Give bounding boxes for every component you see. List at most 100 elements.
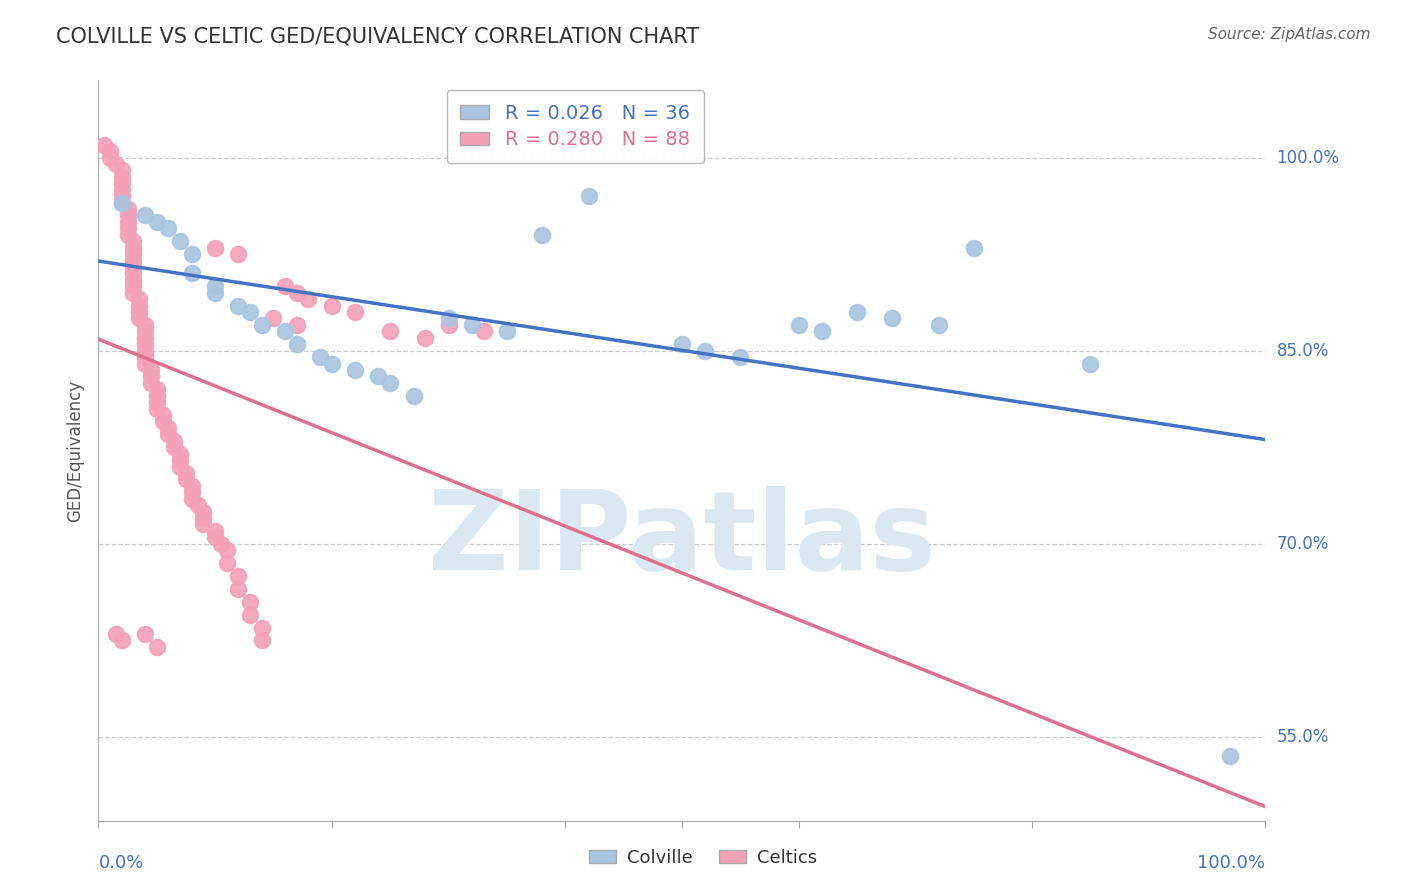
Point [122, 279, 145, 293]
Y-axis label: GED/Equivalency: GED/Equivalency [66, 379, 84, 522]
Text: 85.0%: 85.0% [1277, 342, 1329, 359]
Point [104, 157, 127, 171]
Point [128, 311, 150, 326]
Point [204, 530, 226, 544]
Point [228, 247, 250, 261]
Point [146, 382, 169, 396]
Point [215, 543, 238, 558]
Text: ZIPatlas: ZIPatlas [427, 486, 936, 593]
Point [146, 395, 169, 409]
Point [297, 292, 319, 306]
Point [174, 472, 197, 486]
Point [122, 247, 145, 261]
Point [157, 421, 180, 435]
Point [134, 324, 156, 338]
Point [228, 582, 250, 596]
Point [180, 247, 202, 261]
Point [787, 318, 810, 332]
Point [128, 292, 150, 306]
Point [695, 343, 717, 358]
Point [134, 337, 156, 351]
Text: 0.0%: 0.0% [98, 854, 143, 872]
Legend: Colville, Celtics: Colville, Celtics [582, 842, 824, 874]
Text: 100.0%: 100.0% [1277, 149, 1340, 167]
Point [122, 241, 145, 255]
Point [285, 337, 308, 351]
Point [578, 189, 600, 203]
Point [139, 369, 162, 384]
Point [413, 331, 436, 345]
Point [204, 279, 226, 293]
Point [880, 311, 903, 326]
Point [193, 517, 215, 532]
Point [530, 227, 553, 242]
Text: Source: ZipAtlas.com: Source: ZipAtlas.com [1208, 27, 1371, 42]
Point [928, 318, 950, 332]
Point [193, 511, 215, 525]
Point [204, 285, 226, 300]
Point [180, 479, 202, 493]
Point [344, 305, 367, 319]
Point [811, 324, 834, 338]
Point [157, 221, 180, 235]
Point [285, 318, 308, 332]
Point [134, 343, 156, 358]
Point [122, 267, 145, 281]
Point [962, 241, 984, 255]
Point [169, 459, 191, 474]
Point [117, 215, 139, 229]
Point [250, 633, 273, 648]
Point [104, 627, 127, 641]
Point [122, 285, 145, 300]
Point [204, 524, 226, 538]
Point [174, 466, 197, 480]
Point [380, 376, 402, 390]
Point [139, 376, 162, 390]
Point [187, 498, 209, 512]
Point [128, 305, 150, 319]
Point [111, 189, 134, 203]
Point [117, 209, 139, 223]
Point [128, 299, 150, 313]
Point [730, 350, 752, 364]
Point [134, 209, 156, 223]
Point [93, 137, 115, 152]
Point [122, 273, 145, 287]
Point [321, 299, 343, 313]
Point [157, 427, 180, 442]
Point [111, 163, 134, 178]
Text: 70.0%: 70.0% [1277, 535, 1329, 553]
Point [274, 324, 297, 338]
Point [169, 447, 191, 461]
Point [180, 485, 202, 500]
Point [98, 144, 121, 158]
Point [111, 169, 134, 184]
Point [228, 299, 250, 313]
Point [250, 318, 273, 332]
Point [209, 537, 232, 551]
Text: 55.0%: 55.0% [1277, 728, 1329, 746]
Point [204, 241, 226, 255]
Point [111, 195, 134, 210]
Point [152, 408, 174, 422]
Point [262, 311, 284, 326]
Point [111, 176, 134, 190]
Point [228, 569, 250, 583]
Point [134, 350, 156, 364]
Point [250, 620, 273, 634]
Point [285, 285, 308, 300]
Point [169, 234, 191, 248]
Point [496, 324, 519, 338]
Point [146, 401, 169, 416]
Point [274, 279, 297, 293]
Point [193, 505, 215, 519]
Point [309, 350, 332, 364]
Point [134, 331, 156, 345]
Point [239, 305, 262, 319]
Point [117, 221, 139, 235]
Point [122, 260, 145, 274]
Point [239, 595, 262, 609]
Point [344, 363, 367, 377]
Point [122, 253, 145, 268]
Point [146, 640, 169, 654]
